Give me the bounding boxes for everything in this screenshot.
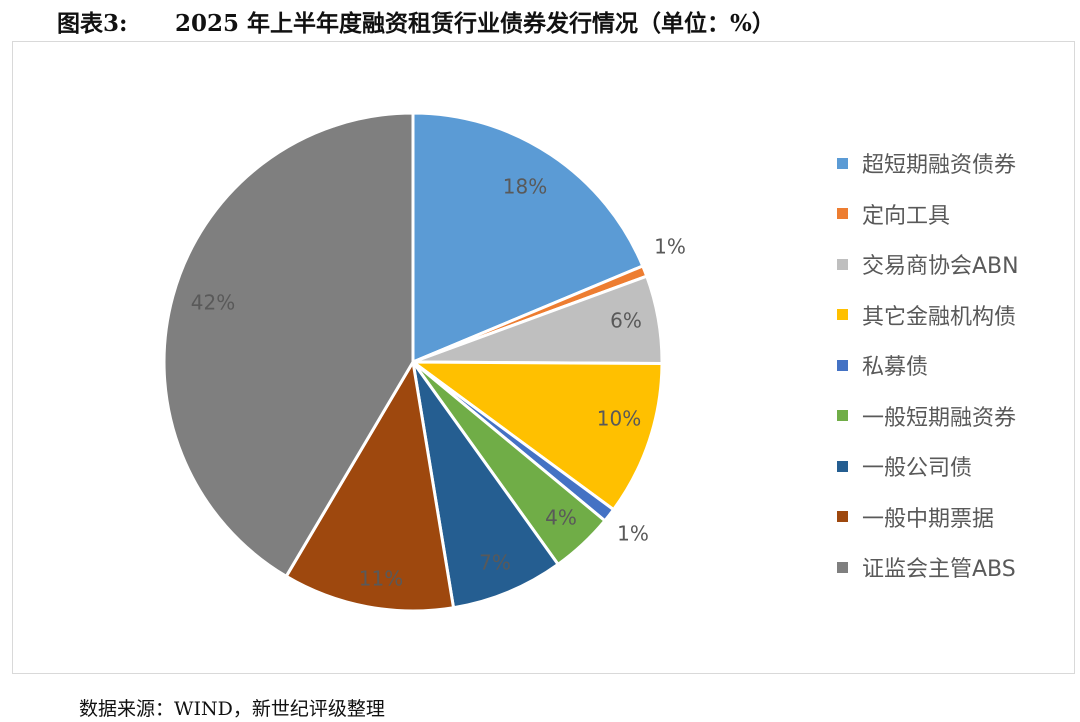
data-label-9: 42% (191, 291, 235, 315)
data-source-note: 数据来源：WIND，新世纪评级整理 (79, 698, 385, 720)
data-label-3: 6% (610, 309, 642, 333)
legend-item-8: 一般中期票据 (837, 492, 1077, 543)
legend-swatch (837, 460, 848, 472)
pie-slice-9 (162, 111, 415, 578)
legend-label: 一般中期票据 (862, 506, 995, 532)
data-label-2: 1% (654, 235, 686, 259)
legend-swatch (837, 410, 848, 422)
legend-label: 一般短期融资券 (862, 405, 1017, 431)
legend-item-1: 超短期融资债券 (837, 138, 1077, 189)
data-label-5: 1% (617, 522, 649, 546)
legend-item-3: 交易商协会ABN (837, 239, 1077, 290)
legend-swatch (837, 561, 848, 573)
data-label-4: 10% (597, 407, 641, 431)
legend-swatch (837, 359, 848, 371)
legend-label: 证监会主管ABS (862, 557, 1016, 583)
chart-legend: 超短期融资债券 定向工具交易商协会ABN 其它金融机构债 私募债一般短期融资券 一般公司… (837, 138, 1077, 593)
pie-slice-7 (411, 360, 560, 610)
pie-slice-1 (411, 111, 645, 364)
data-label-7: 7% (479, 551, 511, 575)
data-label-6: 4% (545, 506, 577, 530)
figure-title-text: 2025 年上半年度融资租赁行业债券发行情况（单位：%） (175, 10, 775, 37)
legend-item-6: 一般短期融资券 (837, 391, 1077, 442)
legend-label: 定向工具 (862, 203, 951, 229)
legend-item-4: 其它金融机构债 (837, 290, 1077, 341)
legend-label: 其它金融机构债 (862, 304, 1017, 330)
legend-item-9: 证监会主管ABS (837, 542, 1077, 593)
figure-number: 图表3: (57, 10, 128, 37)
legend-swatch (837, 208, 848, 220)
legend-item-5: 私募债 (837, 340, 1077, 391)
legend-item-2: 定向工具 (837, 189, 1077, 240)
legend-swatch (837, 258, 848, 270)
legend-item-7: 一般公司债 (837, 441, 1077, 492)
legend-label: 超短期融资债券 (862, 153, 1017, 179)
legend-swatch (837, 511, 848, 523)
data-label-1: 18% (503, 175, 547, 199)
pie-slice-4 (411, 360, 664, 512)
legend-label: 交易商协会ABN (862, 254, 1019, 280)
chart-title: 图表3: 2025 年上半年度融资租赁行业债券发行情况（单位：%） (57, 4, 775, 37)
legend-label: 私募债 (862, 355, 929, 381)
data-label-8: 11% (359, 567, 403, 591)
legend-swatch (837, 309, 848, 321)
pie-slice-8 (284, 360, 455, 613)
legend-swatch (837, 157, 848, 169)
legend-label: 一般公司债 (862, 456, 973, 482)
